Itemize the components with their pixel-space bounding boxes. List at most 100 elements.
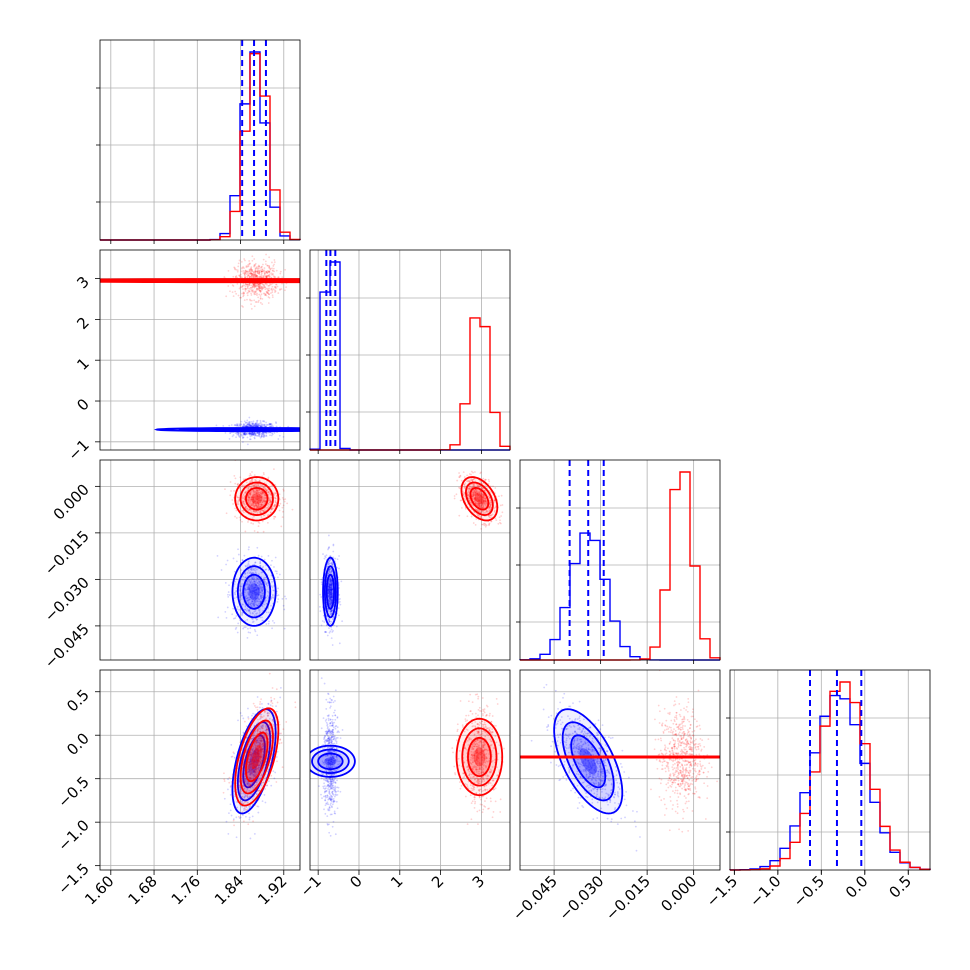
scatter-point [499, 504, 502, 507]
scatter-point [252, 433, 255, 436]
scatter-point [254, 424, 257, 427]
scatter-point [327, 595, 330, 598]
scatter-point [251, 255, 254, 258]
scatter-point [250, 434, 253, 436]
scatter-point [242, 294, 245, 297]
scatter-point [251, 484, 254, 487]
scatter-point [458, 486, 460, 489]
scatter-point [234, 593, 237, 596]
scatter-point [241, 814, 244, 816]
scatter-point [256, 432, 259, 435]
scatter-point [482, 497, 485, 500]
scatter-point [472, 493, 475, 496]
scatter-point [261, 499, 264, 502]
scatter-point [248, 588, 251, 590]
scatter-point [257, 748, 259, 751]
scatter-point [260, 504, 263, 507]
scatter-point [262, 420, 265, 422]
scatter-point [238, 432, 240, 435]
scatter-point [320, 624, 323, 627]
scatter-point [231, 773, 234, 776]
scatter-point [328, 563, 331, 565]
scatter-point [330, 596, 333, 599]
scatter-point [238, 817, 241, 819]
scatter-point [243, 809, 245, 812]
scatter-point [489, 516, 491, 519]
scatter-point [248, 290, 251, 293]
scatter-point [336, 558, 339, 561]
scatter-point [257, 764, 260, 767]
scatter-point [250, 753, 253, 756]
scatter-point [485, 524, 488, 527]
scatter-point [252, 496, 255, 499]
scatter-point [329, 622, 332, 625]
scatter-point [255, 423, 258, 426]
scatter-point [245, 597, 248, 600]
scatter-point [294, 701, 297, 704]
scatter-point [252, 433, 255, 436]
scatter-point [260, 597, 263, 600]
scatter-point [244, 605, 247, 608]
scatter-point [264, 500, 267, 503]
scatter-point [257, 766, 260, 769]
scatter-point [276, 594, 279, 597]
scatter-point [239, 786, 242, 789]
scatter-point [281, 282, 284, 285]
scatter-point [252, 747, 255, 750]
scatter-point [275, 710, 278, 713]
scatter-point [255, 792, 258, 795]
scatter-point [256, 274, 259, 277]
scatter-point [250, 284, 253, 287]
scatter-point [264, 494, 266, 497]
scatter-point [252, 603, 254, 606]
scatter-point [248, 424, 251, 426]
scatter-point [238, 436, 241, 439]
scatter-point [244, 269, 247, 272]
scatter-point [281, 516, 284, 519]
scatter-point [472, 494, 475, 496]
scatter-point [262, 286, 265, 289]
scatter-point [250, 572, 253, 574]
scatter-point [329, 594, 331, 597]
scatter-point [272, 747, 275, 750]
scatter-point [248, 282, 251, 285]
scatter-point [252, 273, 255, 276]
scatter-point [238, 619, 241, 621]
scatter-point [259, 748, 262, 750]
scatter-point [256, 600, 258, 603]
scatter-point [256, 764, 258, 767]
scatter-point [265, 623, 268, 625]
scatter-point [338, 614, 340, 617]
scatter-point [247, 495, 249, 498]
scatter-point [255, 502, 257, 505]
scatter-point [485, 501, 488, 504]
scatter-point [251, 749, 254, 751]
scatter-point [258, 289, 261, 292]
scatter-point [255, 491, 258, 494]
scatter-point [255, 612, 257, 615]
scatter-point [256, 491, 259, 494]
scatter-point [272, 720, 274, 722]
scatter-point [256, 425, 259, 428]
scatter-point [250, 267, 252, 270]
scatter-point [263, 432, 265, 435]
scatter-point [329, 567, 332, 570]
scatter-point [255, 510, 258, 513]
scatter-point [229, 290, 231, 293]
scatter-point [253, 504, 255, 507]
scatter-point [263, 710, 266, 713]
scatter-point [498, 516, 501, 519]
scatter-point [473, 497, 476, 500]
scatter-point [229, 793, 232, 796]
scatter-point [500, 494, 503, 497]
scatter-point [246, 580, 249, 583]
scatter-point [264, 263, 267, 266]
scatter-point [247, 596, 250, 599]
scatter-point [270, 604, 272, 607]
scatter-point [247, 599, 249, 602]
scatter-point [244, 288, 247, 291]
scatter-point [227, 788, 229, 791]
scatter-point [258, 286, 261, 289]
scatter-point [237, 294, 240, 297]
scatter-point [261, 287, 264, 290]
